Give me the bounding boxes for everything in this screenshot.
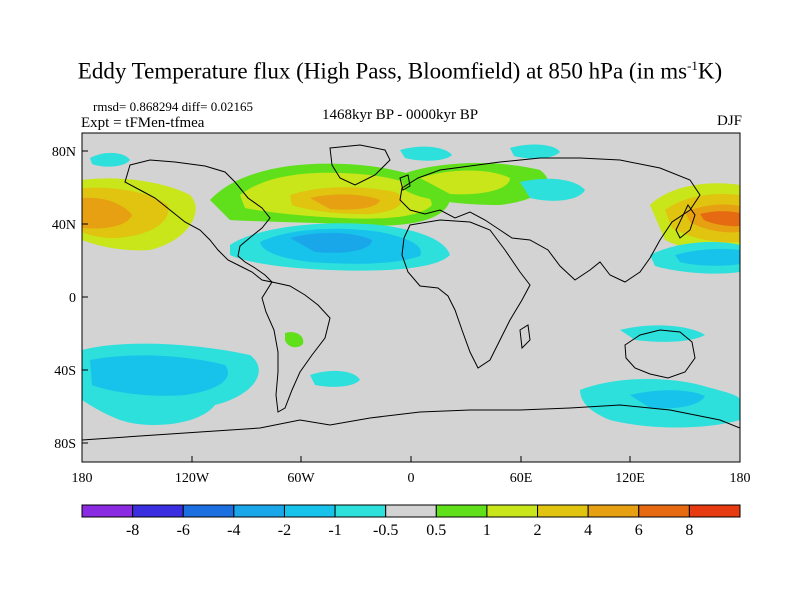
colorbar-label: -4: [227, 522, 240, 539]
coastline-japan: [675, 204, 696, 239]
colorbar-swatch: [486, 504, 539, 518]
lon-label-60e: 60E: [510, 471, 533, 486]
anomaly-patch: [520, 178, 585, 201]
anomaly-patch: [285, 332, 304, 348]
coastlines: [82, 144, 740, 441]
coastline-eurasia: [399, 157, 701, 283]
anomaly-patch: [630, 390, 705, 409]
colorbar-swatch: [435, 504, 488, 518]
coastline-antarctica: [82, 404, 740, 441]
lat-label-40n: 40N: [52, 218, 76, 233]
coastline-greenland: [329, 144, 391, 186]
anomaly-patch: [675, 248, 740, 266]
coastline-australia: [624, 329, 696, 379]
colorbar-label: 4: [584, 522, 592, 539]
colorbar-swatch: [182, 504, 235, 518]
colorbar-label: -2: [278, 522, 291, 539]
season-label: DJF: [716, 113, 742, 129]
coastline-north-america: [124, 159, 274, 283]
colorbar-swatch: [233, 504, 285, 518]
colorbar-swatch: [638, 504, 690, 518]
lon-label-180w: 180: [72, 471, 93, 486]
colorbar-label: 0.5: [426, 522, 446, 539]
lon-label-0: 0: [408, 471, 415, 486]
colorbar-swatch: [81, 504, 134, 518]
colorbar-label: -0.5: [373, 522, 398, 539]
anomaly-patch: [310, 370, 360, 387]
lat-label-0: 0: [69, 291, 76, 306]
colorbar-label: -6: [177, 522, 190, 539]
colorbar-label: 6: [635, 522, 643, 539]
colorbar: -8 -6 -4 -2 -1 -0.5 0.5 1 2 4 6 8: [81, 504, 741, 539]
anomaly-patch: [620, 325, 705, 342]
figure-title: Eddy Temperature flux (High Pass, Bloomf…: [77, 58, 723, 84]
anomaly-patch: [400, 146, 452, 161]
colorbar-swatch: [587, 504, 640, 518]
stats-label: rmsd= 0.868294 diff= 0.02165: [93, 99, 253, 114]
coastline-british-isles: [399, 174, 411, 191]
colorbar-label: 1: [483, 522, 491, 539]
colorbar-swatch: [132, 504, 184, 518]
lat-label-80s: 80S: [54, 437, 76, 452]
coastline-africa: [401, 219, 531, 369]
colorbar-label: -1: [328, 522, 341, 539]
lon-ticks: [81, 456, 741, 462]
lat-labels: 80N 40N 0 40S 80S: [52, 145, 76, 452]
colorbar-swatch: [283, 504, 336, 518]
colorbar-swatch: [688, 504, 741, 518]
lon-label-60w: 60W: [287, 471, 315, 486]
experiment-label: Expt = tFMen-tfmea: [81, 115, 205, 131]
lat-label-40s: 40S: [54, 364, 76, 379]
lat-ticks: [82, 150, 88, 444]
period-label: 1468kyr BP - 0000kyr BP: [321, 107, 479, 123]
anomaly-patch: [90, 355, 229, 396]
anomaly-patch: [90, 152, 130, 167]
lon-labels: 180 120W 60W 0 60E 120E 180: [72, 471, 751, 486]
colorbar-label: 8: [685, 522, 693, 539]
anomaly-patch: [82, 197, 132, 229]
anomaly-patch: [700, 211, 740, 227]
lon-label-120e: 120E: [615, 471, 645, 486]
colorbar-swatch: [537, 504, 589, 518]
lon-label-120w: 120W: [175, 471, 210, 486]
colorbar-label: 2: [534, 522, 542, 539]
colorbar-swatch: [334, 504, 387, 518]
coastline-south-america: [261, 281, 331, 413]
coastline-madagascar: [519, 324, 531, 350]
colorbar-label: -8: [126, 522, 139, 539]
lat-label-80n: 80N: [52, 145, 76, 160]
anomaly-patch: [510, 144, 560, 159]
anomaly-field: [82, 144, 740, 428]
lon-label-180e: 180: [730, 471, 751, 486]
colorbar-swatch: [385, 504, 437, 518]
anomaly-patch: [290, 232, 372, 253]
anomaly-patch: [420, 170, 510, 195]
anomaly-patch: [310, 194, 380, 210]
